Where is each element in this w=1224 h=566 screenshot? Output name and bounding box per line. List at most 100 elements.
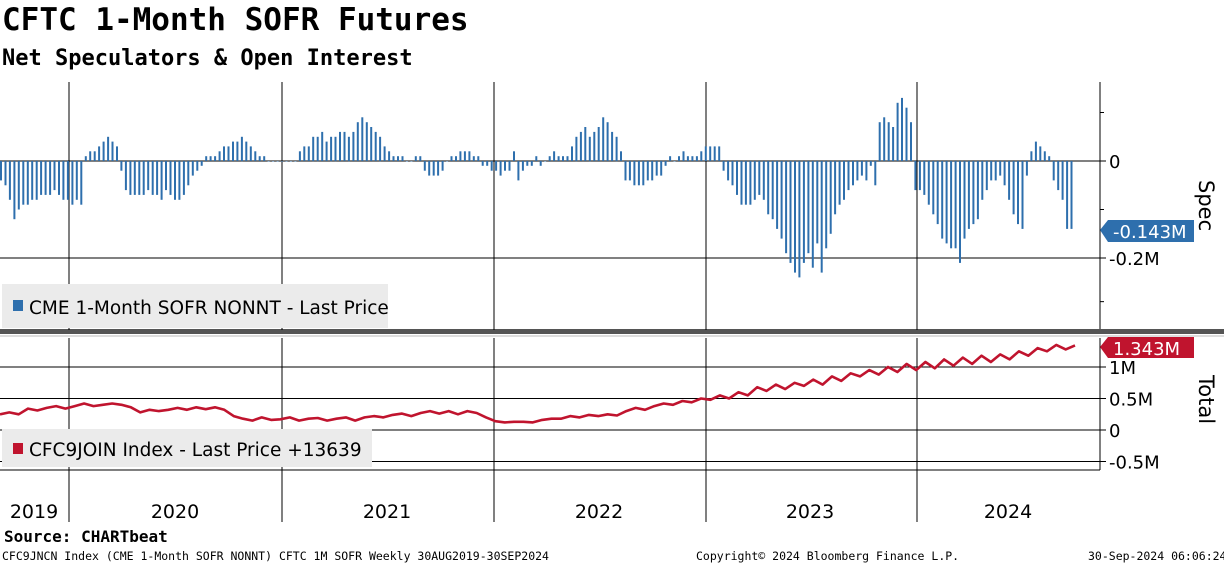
spec-bar: [838, 161, 841, 205]
spec-bar: [495, 161, 498, 171]
spec-bar: [437, 161, 440, 176]
spec-bar: [588, 136, 591, 162]
spec-bar: [432, 161, 435, 176]
spec-bar: [254, 151, 257, 161]
spec-bar: [352, 131, 355, 161]
legend-spec: CME 1-Month SOFR NONNT - Last Price: [2, 284, 389, 328]
spec-bar: [450, 156, 453, 161]
spec-bar: [874, 161, 877, 186]
spec-bar: [780, 161, 783, 239]
spec-bar: [852, 161, 854, 186]
spec-bar: [686, 156, 689, 161]
spec-tick-label: -0.2M: [1109, 249, 1160, 270]
spec-bar: [727, 161, 730, 181]
spec-bar: [187, 161, 190, 186]
spec-bar: [1030, 151, 1033, 161]
spec-bar: [423, 161, 426, 171]
spec-bar: [339, 131, 341, 161]
spec-bar: [89, 151, 92, 161]
spec-bar: [611, 131, 614, 161]
legend-total: CFC9JOIN Index - Last Price +13639: [2, 429, 372, 467]
footer-copyright: Copyright© 2024 Bloomberg Finance L.P.: [696, 549, 960, 563]
spec-bar: [17, 161, 20, 210]
spec-bar: [294, 161, 297, 162]
spec-bar: [869, 161, 872, 166]
spec-bar: [455, 156, 457, 161]
spec-bar: [214, 156, 217, 161]
spec-bar: [513, 151, 515, 161]
spec-bar: [936, 161, 939, 225]
spec-bars: [0, 97, 1073, 278]
spec-bar: [147, 161, 150, 191]
spec-bar: [218, 151, 221, 161]
x-tick-label: 2023: [786, 501, 834, 523]
spec-bar: [789, 161, 792, 263]
spec-bar: [856, 161, 859, 181]
spec-bar: [744, 161, 747, 205]
spec-bar: [316, 136, 319, 162]
spec-bar: [896, 102, 899, 161]
spec-bar: [691, 156, 694, 161]
spec-bar: [959, 161, 961, 263]
spec-bar: [664, 161, 667, 166]
spec-bar: [637, 161, 640, 186]
spec-bar: [1034, 141, 1037, 161]
spec-bar: [31, 161, 34, 200]
footer-series-info: CFC9JNCN Index (CME 1-Month SOFR NONNT) …: [2, 549, 549, 563]
spec-bar: [307, 146, 310, 161]
spec-bar: [1066, 161, 1069, 229]
spec-bar: [798, 161, 801, 278]
spec-bar: [133, 161, 136, 195]
spec-bar: [334, 136, 337, 162]
spec-bar: [535, 156, 538, 161]
spec-bar: [343, 131, 346, 161]
spec-bar: [914, 161, 917, 191]
spec-bar: [321, 131, 324, 161]
spec-bar: [441, 161, 444, 171]
spec-bar: [967, 161, 970, 229]
spec-bar: [410, 161, 413, 162]
total-tick-label: 0: [1109, 421, 1120, 442]
spec-bar: [758, 161, 761, 195]
spec-bar: [303, 146, 306, 161]
axis-labels: 0 -0.2M 1M 0.5M 0 -0.5M 2019 2020 2021 2022 2023 20…: [10, 152, 1160, 523]
spec-bar: [633, 161, 636, 186]
spec-bar: [910, 122, 912, 161]
spec-bar: [289, 161, 292, 162]
spec-bar: [325, 141, 328, 161]
x-tick-label: 2022: [575, 501, 623, 523]
spec-bar: [865, 161, 868, 181]
spec-bar: [571, 146, 573, 161]
spec-bar: [771, 161, 774, 220]
spec-bar: [985, 161, 988, 191]
spec-bar: [539, 161, 542, 166]
spec-bar: [963, 161, 966, 239]
spec-bar: [901, 97, 903, 161]
spec-bar: [419, 156, 422, 161]
spec-bar: [883, 117, 886, 161]
spec-bar: [722, 161, 725, 171]
spec-bar: [236, 141, 239, 161]
spec-bar: [361, 117, 364, 161]
spec-bar: [905, 107, 908, 161]
spec-bar: [276, 161, 279, 162]
spec-bar: [232, 141, 234, 161]
spec-bar: [517, 161, 520, 181]
spec-bar: [347, 136, 350, 162]
spec-bar: [472, 156, 475, 161]
spec-bar: [1043, 151, 1046, 161]
spec-bar: [566, 156, 569, 161]
total-series-line: [0, 343, 1076, 424]
spec-bar: [151, 161, 154, 195]
spec-bar: [1003, 161, 1006, 186]
spec-bar: [504, 161, 506, 171]
spec-bar: [13, 161, 16, 220]
spec-bar: [486, 161, 489, 166]
spec-bar: [205, 156, 208, 161]
spec-bar: [673, 161, 676, 162]
spec-bar: [749, 161, 752, 205]
spec-bar: [124, 161, 127, 191]
spec-last-value-flag: -0.143M: [1100, 220, 1194, 243]
spec-bar: [1070, 161, 1073, 229]
spec-bar: [397, 156, 399, 161]
